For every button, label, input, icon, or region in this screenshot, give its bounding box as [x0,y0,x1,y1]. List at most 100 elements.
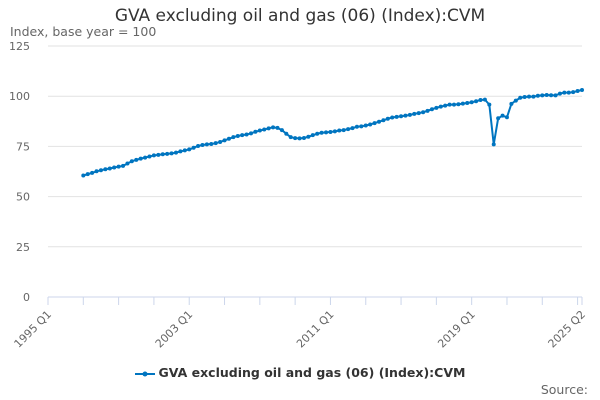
data-point [240,133,245,138]
data-point [297,136,302,141]
data-point [513,98,518,103]
x-tick-label: 2019 Q1 [435,308,478,351]
data-point [438,104,443,109]
data-point [319,130,324,135]
data-point [178,149,183,154]
data-point [354,124,359,129]
data-point [407,112,412,117]
data-point [226,136,231,141]
data-point [443,103,448,108]
data-point [143,155,148,160]
data-point [350,126,355,131]
data-point [562,90,567,95]
data-point [288,135,293,140]
data-point [403,113,408,118]
series-line [83,89,583,177]
data-point [535,93,540,98]
data-point [213,141,218,146]
data-point [107,166,112,171]
data-point [368,122,373,127]
data-point [482,97,487,102]
source-label: Source: [540,382,588,397]
data-point [138,156,143,161]
y-axis-label: Index, base year = 100 [10,24,157,39]
data-point [509,101,514,106]
y-tick-label: 125 [9,40,30,53]
data-point [244,132,249,137]
data-point [504,115,509,120]
data-point [460,101,465,106]
data-point [518,95,523,100]
y-tick-label: 75 [16,140,30,153]
y-tick-label: 50 [16,191,30,204]
data-point [540,93,545,98]
data-point [575,88,580,93]
data-point [165,151,170,156]
chart-title: GVA excluding oil and gas (06) (Index):C… [114,6,486,26]
y-tick-label: 25 [16,241,30,254]
legend-item[interactable]: GVA excluding oil and gas (06) (Index):C… [0,365,600,380]
data-point [125,161,130,166]
data-point [571,90,576,95]
data-point [271,125,276,130]
data-point [416,111,421,116]
x-tick-label: 2011 Q1 [294,308,337,351]
data-point [173,150,178,155]
data-point [249,131,254,136]
data-point [496,116,501,121]
data-point [151,153,156,158]
data-point [81,173,86,178]
data-point [429,107,434,112]
data-point [121,163,126,168]
data-point [531,94,536,99]
data-point [487,102,492,107]
data-point [580,87,584,92]
data-point [257,128,262,133]
data-point [566,90,571,95]
data-point [209,141,214,146]
data-point [90,170,95,175]
data-point [421,110,426,115]
data-point [266,126,271,131]
data-point [116,164,121,169]
data-point [332,129,337,134]
legend-line-icon [134,371,155,376]
data-point [231,135,236,140]
data-point [169,151,174,156]
data-point [94,169,99,174]
data-point [129,159,134,164]
data-point [191,145,196,150]
data-point [478,98,483,103]
data-point [324,130,329,135]
data-point [160,152,165,157]
data-point [522,95,527,100]
data-point [412,111,417,116]
data-point [399,114,404,119]
data-point [465,101,470,106]
data-point [112,165,117,170]
x-tick-label: 2003 Q1 [153,308,196,351]
data-point [372,121,377,126]
data-point [346,127,351,132]
data-point [557,91,562,96]
data-point [376,119,381,124]
data-point [359,124,364,129]
data-point [293,136,298,141]
data-point [279,128,284,133]
data-point [187,147,192,152]
data-point [452,102,457,107]
data-point [262,127,267,132]
data-point [156,152,161,157]
data-point [527,94,532,99]
data-point [469,100,474,105]
legend-label: GVA excluding oil and gas (06) (Index):C… [158,365,466,380]
data-point [385,116,390,121]
data-point [85,172,90,177]
data-point [222,138,227,143]
data-point [310,133,315,138]
data-point [182,148,187,153]
data-point [553,93,558,98]
y-tick-label: 0 [23,291,30,304]
